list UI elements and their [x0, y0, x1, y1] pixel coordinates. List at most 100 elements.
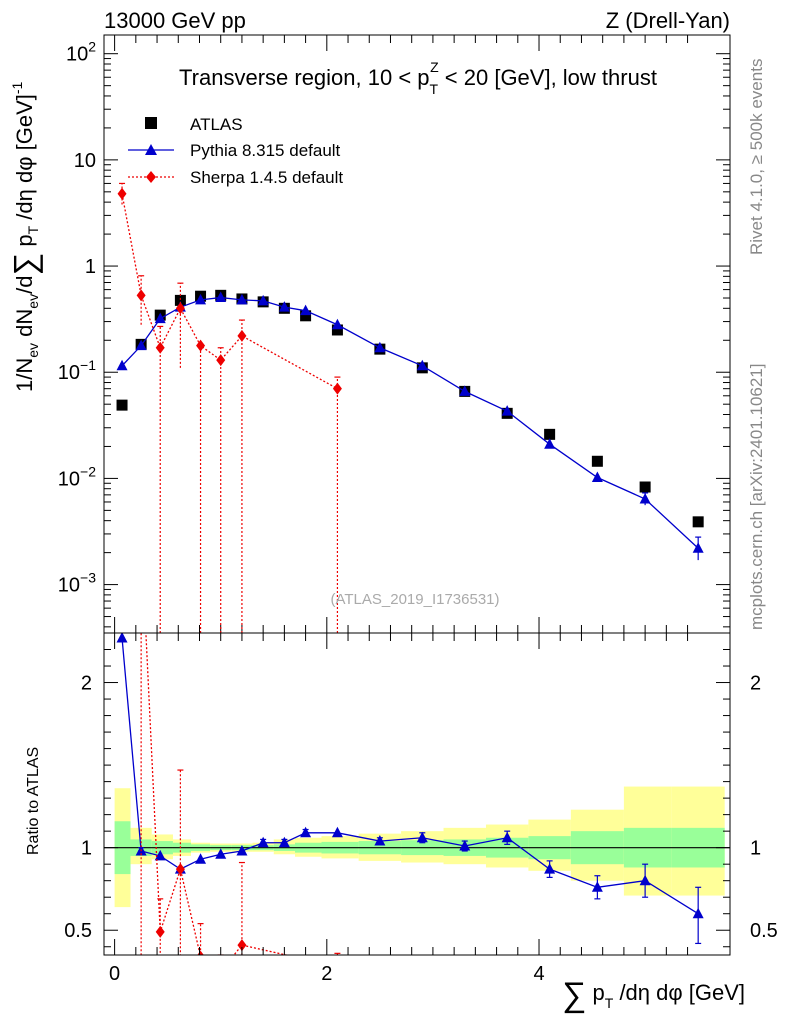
ratio-point-pythia — [215, 848, 227, 859]
point-sherpa — [175, 302, 185, 315]
x-tick-label: 2 — [321, 963, 332, 985]
ratio-point-pythia — [195, 853, 207, 864]
series-line-sherpa — [121, 193, 338, 390]
point-pythia — [257, 294, 269, 306]
ratio-point-sherpa — [333, 961, 342, 973]
point-atlas — [174, 294, 186, 306]
point-pythia — [692, 542, 704, 553]
main-y-tick-label: 10−3 — [58, 570, 96, 597]
main-y-tick-label: 102 — [66, 39, 96, 66]
ratio-point-sherpa — [237, 939, 247, 952]
point-atlas — [639, 481, 651, 493]
ratio-point-pythia — [501, 831, 513, 843]
ratio-series-pythia — [116, 633, 704, 945]
ratio-axis-ticks: 0.5 0.5 1 1 2 2 0 2 4 — [64, 632, 778, 985]
series-atlas — [116, 289, 704, 528]
main-y-tick-exp: 2 — [88, 39, 96, 55]
point-pythia — [501, 405, 513, 416]
main-y-tick-label: 1 — [85, 256, 96, 278]
main-y-tick-base: 10 — [66, 44, 88, 66]
main-y-axis-label: 1/Nev dNev/d∑ pT /dη dφ [GeV]-1 — [7, 81, 43, 392]
point-pythia — [154, 312, 166, 324]
main-y-tick-base: 10 — [58, 468, 80, 490]
ratio-point-pythia — [331, 826, 343, 838]
ratio-point-pythia — [257, 836, 269, 848]
ratio-y-tick-label-right: 1 — [750, 838, 761, 860]
point-sherpa — [155, 341, 165, 354]
legend: ATLAS Pythia 8.315 default Sherpa 1.4.5 … — [128, 115, 343, 187]
legend-sherpa-label: Sherpa 1.4.5 default — [190, 168, 343, 187]
point-sherpa — [196, 339, 206, 352]
point-pythia — [416, 359, 428, 371]
point-pythia — [331, 318, 343, 330]
ratio-y-axis-label: Ratio to ATLAS — [25, 747, 42, 855]
ratio-point-sherpa — [216, 966, 225, 978]
ratio-y-tick-label: 0.5 — [64, 920, 92, 942]
point-atlas — [116, 399, 128, 411]
x-tick-label: 4 — [533, 963, 544, 985]
point-pythia — [195, 293, 207, 305]
ratio-point-pythia — [591, 881, 603, 892]
point-pythia — [116, 359, 128, 371]
ratio-point-sherpa — [197, 950, 204, 955]
point-sherpa — [237, 329, 247, 342]
point-pythia — [278, 301, 290, 312]
ratio-y-tick-label: 2 — [81, 673, 92, 695]
main-y-tick-label: 10 — [74, 150, 96, 172]
ratio-y-tick-label-right: 2 — [750, 673, 761, 695]
point-pythia — [135, 339, 147, 351]
header-left: 13000 GeV pp — [104, 8, 246, 33]
ratio-point-pythia — [459, 840, 471, 851]
main-y-tick-exp: −1 — [80, 357, 96, 373]
legend-sherpa-marker — [146, 171, 156, 183]
ratio-series-sherpa — [140, 633, 342, 978]
ratio-point-pythia — [116, 633, 128, 643]
point-atlas — [692, 516, 704, 528]
ratio-point-pythia — [639, 874, 651, 886]
point-sherpa — [136, 289, 146, 302]
point-atlas — [544, 428, 556, 440]
title-main: Transverse region, 10 < p — [179, 65, 430, 90]
main-y-tick-base: 10 — [58, 362, 80, 384]
ratio-y-tick-label-right: 0.5 — [750, 920, 778, 942]
ratio-point-sherpa — [155, 925, 165, 938]
main-data — [116, 182, 704, 633]
point-pythia — [639, 492, 651, 504]
ratio-plot-frame — [103, 632, 731, 956]
main-y-tick-base: 10 — [58, 575, 80, 597]
point-sherpa — [216, 354, 226, 367]
legend-atlas-label: ATLAS — [190, 115, 243, 134]
point-pythia — [374, 341, 386, 353]
legend-pythia-marker — [145, 144, 157, 155]
series-pythia — [116, 291, 704, 561]
legend-pythia-label: Pythia 8.315 default — [190, 141, 341, 160]
point-atlas — [591, 455, 603, 467]
point-pythia — [300, 304, 312, 316]
title-rest: < 20 [GeV], low thrust — [439, 65, 657, 90]
x-axis-label: ∑ pT /dη dφ [GeV] — [562, 976, 745, 1014]
ratio-point-pythia — [544, 863, 556, 874]
header-right: Z (Drell-Yan) — [606, 8, 730, 33]
point-atlas — [300, 310, 312, 322]
title-sub: T — [430, 81, 439, 97]
main-y-tick-exp: −3 — [80, 570, 96, 586]
ratio-point-pythia — [416, 831, 428, 843]
point-atlas — [331, 324, 343, 336]
main-y-tick-label: 10−2 — [58, 463, 96, 490]
ratio-uncertainty-bands — [114, 786, 725, 908]
point-pythia — [591, 471, 603, 482]
legend-atlas-marker — [145, 117, 157, 129]
plot-title: Transverse region, 10 < pTZ < 20 [GeV], … — [179, 59, 657, 97]
rivet-label: Rivet 4.1.0, ≥ 500k events — [747, 59, 766, 255]
mcplots-label: mcplots.cern.ch [arXiv:2401.10621] — [747, 364, 766, 630]
title-sup: Z — [430, 59, 439, 75]
main-y-tick-exp: −2 — [80, 463, 96, 479]
point-pythia — [215, 291, 227, 303]
ratio-point-pythia — [236, 844, 248, 856]
ratio-y-tick-label: 1 — [81, 838, 92, 860]
ratio-point-pythia — [300, 826, 312, 838]
ratio-point-sherpa — [175, 863, 185, 876]
ratio-data — [104, 633, 730, 978]
